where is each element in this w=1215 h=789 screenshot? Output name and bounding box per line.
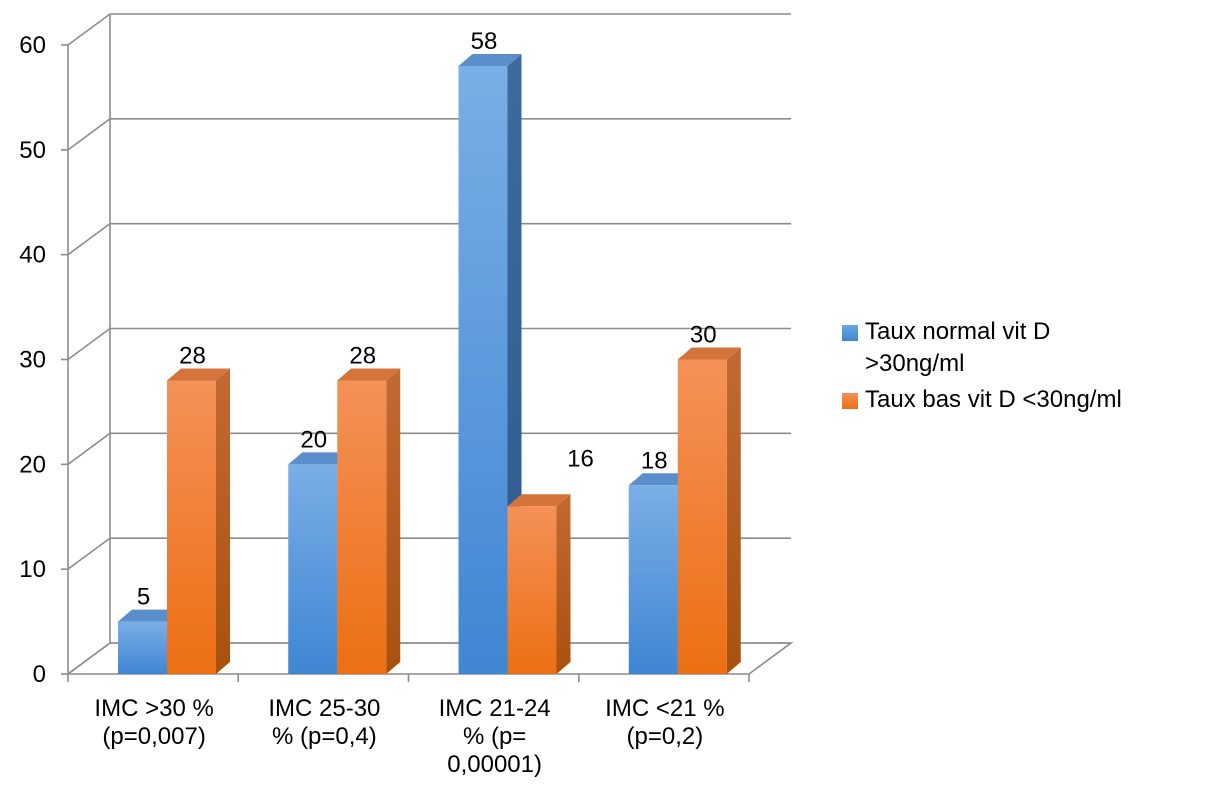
x-tick-label: IMC >30 % (p=0,007) [94,695,213,750]
bar-front [288,464,338,674]
axes: 0 10 20 30 40 50 60 IMC >30 % (p=0,007) IMC 25-30… [19,14,794,778]
legend-label-bas: Taux bas vit D <30ng/ml [865,386,1122,413]
y-tick-label: 10 [19,556,46,583]
data-label: 18 [641,447,668,474]
y-tick-label: 60 [19,32,46,59]
data-label: 28 [349,342,376,369]
bar-top [337,368,401,381]
data-labels: 5 28 20 28 58 16 18 30 [137,28,717,611]
gridline [67,118,791,151]
bar-front [507,506,557,674]
bar-front [458,65,508,674]
bar [507,494,571,674]
bar-top [458,53,522,66]
bar-front [677,359,727,674]
legend-swatch-normal [842,325,858,341]
bar [677,347,741,674]
y-tick-label: 40 [19,242,46,269]
bar-top [677,347,741,360]
bar-side [726,347,741,674]
bar-side [556,494,571,674]
bar-front [628,485,678,674]
legend-item-normal: Taux normal vit D >30ng/ml [842,316,1185,380]
x-tick-label: IMC 21-24% (p= 0,00001) [439,695,551,778]
bar-top [118,609,181,622]
gridline [67,13,791,46]
data-label: 30 [690,322,717,349]
x-tick-label: IMC 25-30% (p=0,4) [268,695,380,750]
bar-side [216,368,230,674]
bar-top [288,452,352,465]
bar [337,368,401,674]
data-label: 20 [300,426,327,453]
data-label: 5 [137,584,150,611]
legend-item-bas: Taux bas vit D <30ng/ml [842,384,1185,416]
y-tick-label: 30 [19,347,46,374]
bar-front [167,380,216,674]
bar-top [628,473,692,486]
bar-front [118,621,167,674]
data-label: 28 [179,342,206,369]
gridline [67,327,791,361]
bar-top [507,494,571,507]
bar-front [337,380,387,674]
bar [167,368,230,674]
bars [118,53,741,674]
y-tick-label: 20 [19,451,46,478]
gridline [67,222,791,256]
bar-side [386,368,401,674]
legend-label-normal: Taux normal vit D >30ng/ml [865,318,1051,377]
y-tick-label: 0 [33,661,46,688]
data-label: 16 [567,445,594,472]
legend-swatch-bas [842,393,858,409]
legend: Taux normal vit D >30ng/ml Taux bas vit … [842,316,1185,416]
bar-top [167,368,230,381]
y-tick-label: 50 [19,137,46,164]
x-tick-label: IMC <21 % (p=0,2) [605,695,724,750]
data-label: 58 [471,28,498,55]
